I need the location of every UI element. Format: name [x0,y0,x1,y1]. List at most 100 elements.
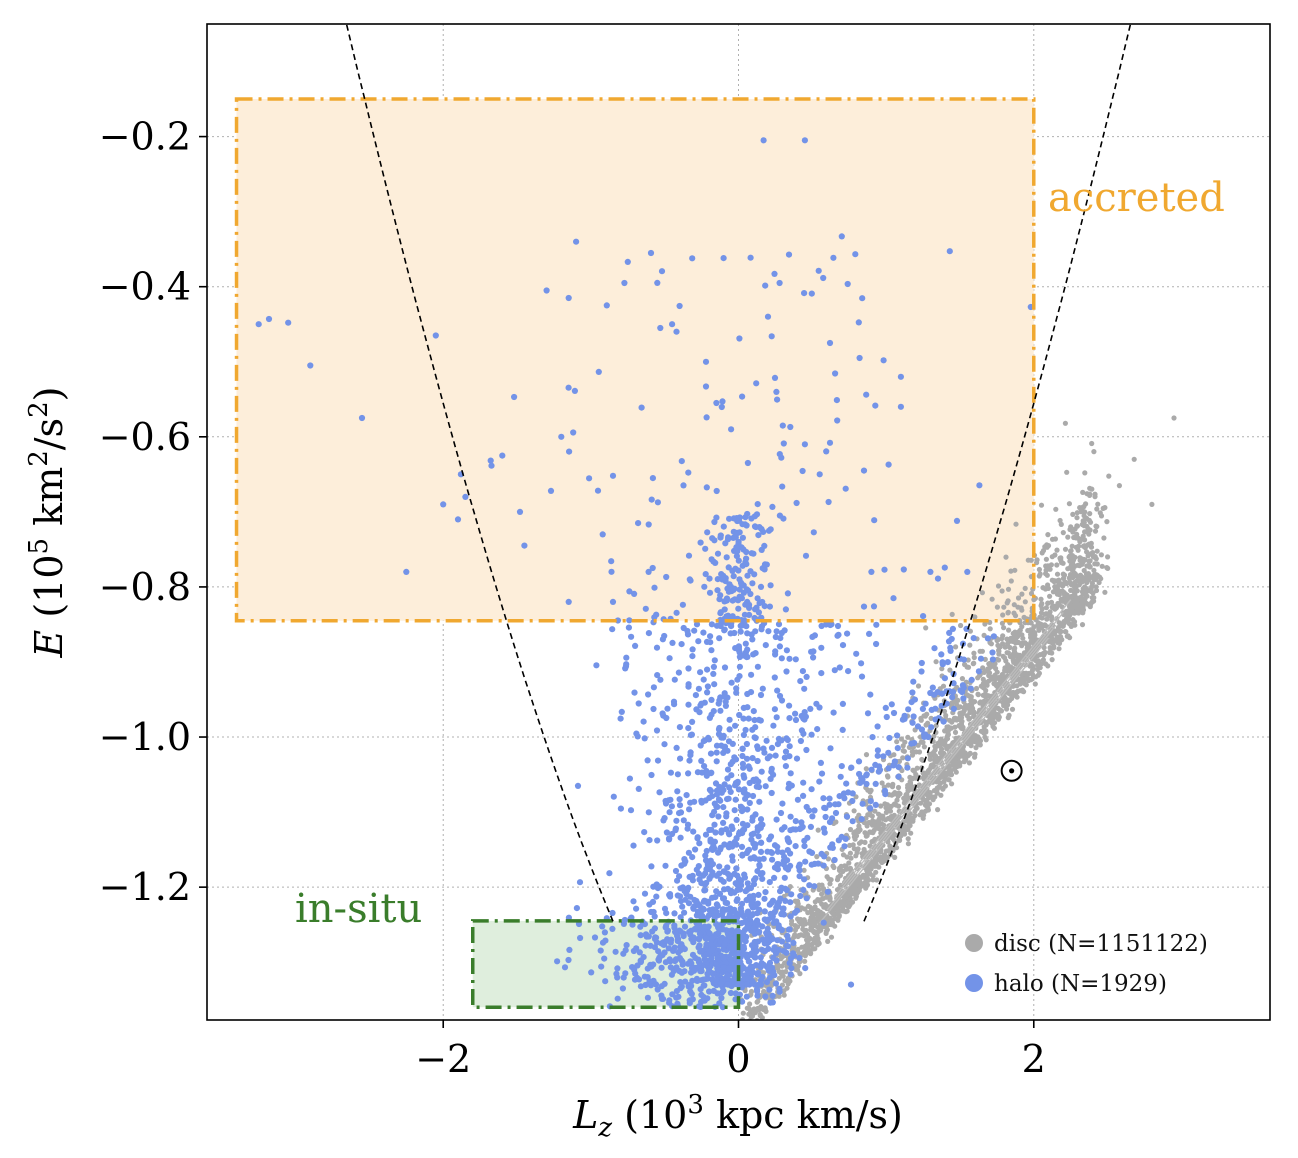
halo-point [609,909,616,917]
halo-point [703,935,710,942]
halo-point [686,576,693,583]
halo-point [920,613,927,620]
halo-point [811,807,818,814]
disc-point [927,751,933,757]
halo-point [265,315,273,323]
halo-point [717,846,724,853]
halo-point [880,357,887,364]
y-tick-label: −0.6 [99,415,191,459]
disc-point [1029,671,1036,677]
halo-point [727,873,734,881]
halo-point [801,843,808,850]
halo-point [771,374,779,381]
disc-point [850,842,856,848]
halo-point [715,961,722,968]
halo-point [623,661,630,668]
disc-point [1036,573,1042,579]
halo-point [787,770,794,777]
halo-point [690,904,697,912]
halo-point [767,833,775,840]
y-axis-sup2: 2 [24,450,54,467]
x-axis-sup: 3 [687,1090,704,1120]
halo-point [722,698,729,706]
halo-point [628,633,635,640]
halo-point [745,975,752,982]
halo-point [815,267,822,274]
disc-point [973,745,979,751]
halo-point [728,679,735,686]
disc-point [1062,420,1068,426]
halo-point [712,829,719,836]
disc-point [1024,645,1030,651]
disc-point [939,666,945,672]
disc-point [821,902,827,908]
disc-point [1021,677,1027,683]
halo-point [697,539,704,546]
disc-point [1055,587,1061,593]
halo-point [681,909,688,916]
legend: disc (N=1151122) halo (N=1929) [965,931,1208,997]
halo-point [672,825,680,832]
halo-point [594,487,602,494]
halo-point [658,964,665,971]
disc-point [883,809,890,816]
halo-point [561,964,569,971]
halo-point [826,439,834,446]
halo-point [762,889,769,896]
halo-point [609,626,616,633]
halo-point [710,970,717,977]
halo-point [786,839,793,846]
halo-point [767,775,774,783]
halo-point [702,545,709,552]
halo-point [815,860,822,867]
halo-point [667,796,674,803]
disc-point [920,815,926,821]
halo-point [803,895,810,902]
disc-point [1011,610,1017,616]
disc-point [1062,629,1068,635]
halo-point [767,910,774,918]
halo-point [790,939,797,947]
disc-point [1019,607,1025,613]
halo-point [761,561,769,568]
disc-point [1035,653,1041,659]
halo-point [757,954,764,961]
halo-point [741,617,749,625]
halo-point [744,459,752,467]
halo-point [770,946,777,954]
halo-point [651,584,658,591]
disc-point [991,674,997,681]
halo-point [836,793,843,800]
disc-point [958,725,964,731]
disc-point [824,874,830,880]
disc-point [1049,657,1055,663]
disc-points [738,415,1177,1020]
halo-point [740,731,748,739]
disc-point [962,661,968,668]
halo-point [707,837,714,844]
disc-point [853,833,859,839]
disc-point [1046,632,1052,638]
halo-point [709,861,717,868]
halo-point [733,689,740,696]
halo-point [671,676,678,683]
disc-point [1011,602,1017,608]
disc-point [990,723,996,730]
halo-point [743,623,750,630]
halo-point [673,817,680,824]
halo-point [821,829,828,836]
halo-point [801,290,808,297]
disc-point [914,765,920,771]
halo-point [732,722,739,729]
halo-point [744,690,751,698]
halo-point [786,753,793,760]
disc-point [1092,561,1098,567]
disc-point [1069,557,1075,563]
disc-point [1004,636,1010,642]
halo-point [873,621,880,628]
disc-point [780,973,786,979]
disc-point [994,669,1000,675]
halo-point [738,908,745,915]
halo-point [599,923,606,930]
disc-point [923,722,929,728]
